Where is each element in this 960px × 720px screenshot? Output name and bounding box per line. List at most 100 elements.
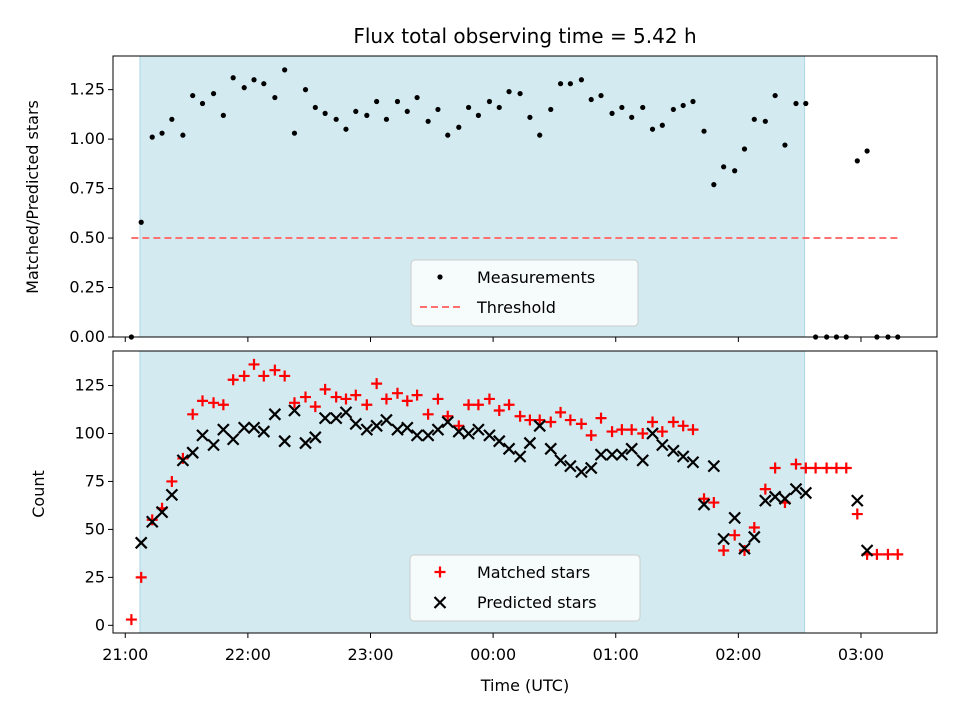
matched-star-point: [564, 414, 576, 426]
measurement-point: [220, 112, 226, 118]
matched-star-point: [135, 571, 147, 583]
predicted-star-point: [605, 448, 619, 461]
predicted-star-point: [860, 544, 874, 557]
measurement-point: [169, 116, 175, 122]
predicted-star-point: [707, 459, 721, 473]
predicted-star-point: [851, 494, 864, 507]
matched-star-point: [821, 462, 833, 474]
bottom-y-tick-label: 50: [85, 519, 105, 538]
bottom-y-tick-label: 125: [74, 376, 105, 395]
legend-measurements-label: Measurements: [477, 268, 595, 287]
measurement-point: [803, 100, 809, 107]
matched-star-point: [472, 399, 484, 411]
matched-star-point: [288, 397, 300, 409]
predicted-star-point: [207, 438, 220, 452]
predicted-star-point: [502, 442, 516, 456]
x-axis-label: Time (UTC): [480, 676, 569, 695]
matched-star-point: [217, 399, 229, 411]
measurement-point: [680, 102, 686, 109]
matched-star-point: [748, 521, 760, 533]
measurement-point: [782, 142, 788, 148]
measurement-point: [659, 122, 665, 128]
measurement-point: [475, 112, 482, 118]
bottom-y-tick-label: 75: [85, 471, 105, 490]
predicted-star-point: [636, 454, 649, 467]
matched-star-point: [340, 393, 352, 405]
predicted-star-point: [421, 429, 435, 442]
predicted-star-point: [768, 490, 782, 504]
predicted-star-point: [441, 415, 455, 429]
measurement-point: [394, 98, 401, 105]
predicted-star-point: [278, 434, 291, 448]
measurement-point: [333, 116, 339, 122]
matched-star-point: [830, 462, 842, 474]
measurement-point: [456, 124, 462, 130]
predicted-star-point: [176, 454, 190, 467]
matched-star-point: [483, 393, 495, 405]
predicted-star-point: [410, 429, 424, 442]
measurement-point: [629, 114, 635, 120]
predicted-star-point: [728, 511, 741, 525]
bottom-y-tick-label: 0: [95, 615, 105, 634]
measurement-point: [261, 81, 267, 87]
predicted-star-point: [697, 498, 711, 511]
predicted-star-point: [564, 459, 577, 473]
measurement-point: [465, 104, 472, 111]
measurement-point: [272, 94, 278, 101]
measurement-point: [578, 77, 585, 83]
matched-star-point: [606, 426, 618, 438]
predicted-star-point: [799, 486, 813, 500]
measurement-point: [180, 132, 186, 138]
matched-star-point: [800, 462, 812, 474]
predicted-star-point: [615, 448, 629, 461]
predicted-star-point: [257, 425, 271, 438]
predicted-star-point: [349, 417, 363, 431]
matched-star-point: [371, 378, 383, 390]
matched-star-point: [380, 393, 392, 405]
measurement-point: [711, 182, 717, 188]
measurement-point: [619, 104, 625, 111]
matched-star-point: [361, 399, 373, 411]
matched-star-point: [208, 397, 220, 409]
matched-star-point: [269, 364, 281, 376]
matched-star-point: [790, 458, 802, 470]
predicted-star-point: [196, 429, 209, 442]
predicted-star-point: [646, 427, 659, 440]
predicted-star-point: [226, 432, 240, 446]
measurement-point: [383, 116, 390, 122]
measurement-point: [517, 90, 523, 97]
x-tick-label: 23:00: [347, 645, 393, 664]
measurement-point: [649, 126, 656, 132]
matched-star-point: [227, 374, 239, 386]
matched-star-point: [503, 399, 515, 411]
bottom-legend: Matched stars Predicted stars: [409, 554, 641, 622]
predicted-star-point: [686, 455, 700, 469]
predicted-star-point: [513, 450, 527, 463]
measurement-point: [445, 132, 451, 138]
measurement-point: [690, 98, 696, 105]
predicted-star-point: [145, 515, 159, 529]
measurement-point: [609, 110, 615, 116]
measurement-point: [537, 132, 543, 138]
predicted-star-point: [288, 404, 301, 417]
matched-star-point: [300, 391, 312, 403]
predicted-star-point: [584, 461, 598, 475]
measurement-point: [721, 164, 727, 170]
predicted-star-point: [370, 419, 383, 433]
measurement-point: [567, 81, 573, 87]
x-tick-label: 03:00: [838, 645, 884, 664]
predicted-star-point: [268, 408, 282, 421]
matched-star-point: [187, 408, 199, 420]
chart-title: Flux total observing time = 5.42 h: [353, 24, 696, 48]
predicted-star-point: [789, 482, 803, 496]
measurement-point: [527, 114, 533, 120]
matched-star-point: [514, 410, 526, 422]
measurement-point: [506, 89, 512, 95]
bottom-legend-box: [409, 554, 641, 622]
measurement-point: [230, 75, 236, 81]
predicted-star-point: [360, 423, 374, 436]
matched-star-point: [626, 424, 638, 436]
matched-star-point: [197, 395, 209, 407]
measurement-point: [762, 118, 768, 124]
top-legend: Measurements Threshold: [410, 259, 639, 327]
